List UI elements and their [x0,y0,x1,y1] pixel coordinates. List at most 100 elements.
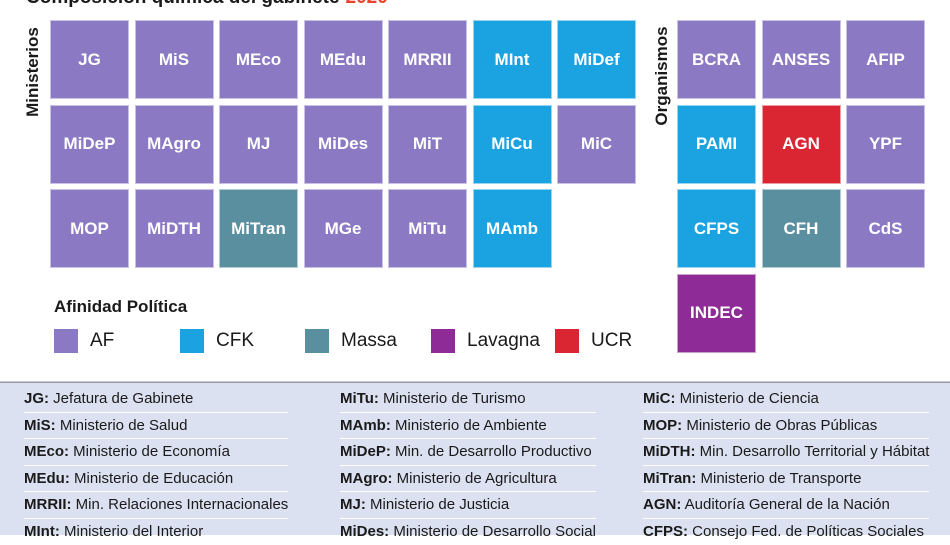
ministerio-tile-midth: MiDTH [135,189,214,268]
legend-swatch [180,329,204,353]
ministerio-tile-mge: MGe [304,189,383,268]
legend-label: UCR [591,330,632,352]
glossary-row: AGN: Auditoría General de la Nación [643,492,929,519]
ministerio-tile-meco: MEco [219,20,298,99]
ministerio-tile-mis: MiS [135,20,214,99]
glossary-abbr: CFPS: [643,523,688,540]
glossary-abbr: MJ: [340,496,366,513]
glossary-text: Consejo Fed. de Políticas Sociales [688,523,924,540]
organismo-tile-cfps: CFPS [677,189,756,268]
ministerio-tile-mitu: MiTu [388,189,467,268]
legend-item-af: AF [54,328,114,354]
ministerio-tile-micu: MiCu [473,105,552,184]
glossary-abbr: MEdu: [24,470,70,487]
glossary-row: MJ: Ministerio de Justicia [340,492,596,519]
glossary-abbr: AGN: [643,496,681,513]
glossary-text: Jefatura de Gabinete [49,390,193,407]
glossary-row: MiTu: Ministerio de Turismo [340,386,596,413]
glossary-text: Ministerio del Interior [60,523,203,540]
glossary-row: MInt: Ministerio del Interior [24,519,288,545]
legend-item-ucr: UCR [555,328,632,354]
glossary-text: Min. de Desarrollo Productivo [391,443,592,460]
legend-item-lavagna: Lavagna [431,328,540,354]
glossary-text: Ministerio de Agricultura [393,470,557,487]
organismo-tile-indec: INDEC [677,274,756,353]
legend-label: CFK [216,330,254,352]
organismo-tile-cfh: CFH [762,189,841,268]
ministerio-tile-mrrii: MRRII [388,20,467,99]
title-text: Composición química del gabinete [26,0,340,8]
glossary-row: MAmb: Ministerio de Ambiente [340,413,596,440]
glossary-divider [0,382,950,383]
ministerio-tile-mj: MJ [219,105,298,184]
glossary-row: MEco: Ministerio de Economía [24,439,288,466]
glossary-abbr: JG: [24,390,49,407]
glossary-row: MiTran: Ministerio de Transporte [643,466,929,493]
glossary-row: MiS: Ministerio de Salud [24,413,288,440]
glossary-abbr: MiTu: [340,390,379,407]
legend-item-massa: Massa [305,328,397,354]
organismo-tile-anses: ANSES [762,20,841,99]
glossary-abbr: MiDTH: [643,443,696,460]
label-ministerios: Ministerios [23,17,43,127]
legend-swatch [431,329,455,353]
glossary-row: JG: Jefatura de Gabinete [24,386,288,413]
glossary-text: Ministerio de Obras Públicas [682,417,877,434]
ministerio-tile-midep: MiDeP [50,105,129,184]
organismo-tile-afip: AFIP [846,20,925,99]
glossary-text: Ministerio de Economía [69,443,230,460]
glossary-text: Ministerio de Ciencia [676,390,819,407]
legend-item-cfk: CFK [180,328,254,354]
glossary-text: Ministerio de Justicia [366,496,509,513]
glossary-text: Ministerio de Salud [56,417,188,434]
ministerio-tile-mitran: MiTran [219,189,298,268]
glossary-abbr: MiDeP: [340,443,391,460]
title-year: 2020 [346,0,388,8]
ministerio-tile-mamb: MAmb [473,189,552,268]
glossary-text: Min. Relaciones Internacionales [72,496,289,513]
glossary-text: Ministerio de Ambiente [391,417,547,434]
glossary-abbr: MAgro: [340,470,393,487]
glossary-abbr: MiTran: [643,470,696,487]
ministerio-tile-mop: MOP [50,189,129,268]
ministerio-tile-midef: MiDef [557,20,636,99]
legend-label: Lavagna [467,330,540,352]
ministerio-tile-medu: MEdu [304,20,383,99]
glossary-text: Auditoría General de la Nación [681,496,889,513]
glossary-row: CFPS: Consejo Fed. de Políticas Sociales [643,519,929,545]
glossary-row: MiDTH: Min. Desarrollo Territorial y Háb… [643,439,929,466]
glossary-row: MAgro: Ministerio de Agricultura [340,466,596,493]
page-title: Composición química del gabinete 2020 [26,0,388,8]
ministerio-tile-mit: MiT [388,105,467,184]
organismo-tile-ypf: YPF [846,105,925,184]
glossary-row: MOP: Ministerio de Obras Públicas [643,413,929,440]
ministerio-tile-jg: JG [50,20,129,99]
glossary-text: Ministerio de Desarrollo Social [389,523,596,540]
glossary-abbr: MOP: [643,417,682,434]
glossary-row: MEdu: Ministerio de Educación [24,466,288,493]
glossary-row: MRRII: Min. Relaciones Internacionales [24,492,288,519]
organismo-tile-agn: AGN [762,105,841,184]
glossary-abbr: MiS: [24,417,56,434]
glossary-abbr: MInt: [24,523,60,540]
glossary-row: MiC: Ministerio de Ciencia [643,386,929,413]
legend-swatch [555,329,579,353]
organismo-tile-cds: CdS [846,189,925,268]
glossary-abbr: MRRII: [24,496,72,513]
glossary-abbr: MiC: [643,390,676,407]
glossary-abbr: MEco: [24,443,69,460]
glossary-row: MiDes: Ministerio de Desarrollo Social [340,519,596,545]
ministerio-tile-mides: MiDes [304,105,383,184]
ministerio-tile-magro: MAgro [135,105,214,184]
legend-title: Afinidad Política [54,297,187,317]
glossary-abbr: MAmb: [340,417,391,434]
organismo-tile-bcra: BCRA [677,20,756,99]
glossary-text: Min. Desarrollo Territorial y Hábitat [696,443,930,460]
legend-label: Massa [341,330,397,352]
ministerio-tile-mic: MiC [557,105,636,184]
ministerio-tile-mint: MInt [473,20,552,99]
glossary-text: Ministerio de Transporte [696,470,861,487]
